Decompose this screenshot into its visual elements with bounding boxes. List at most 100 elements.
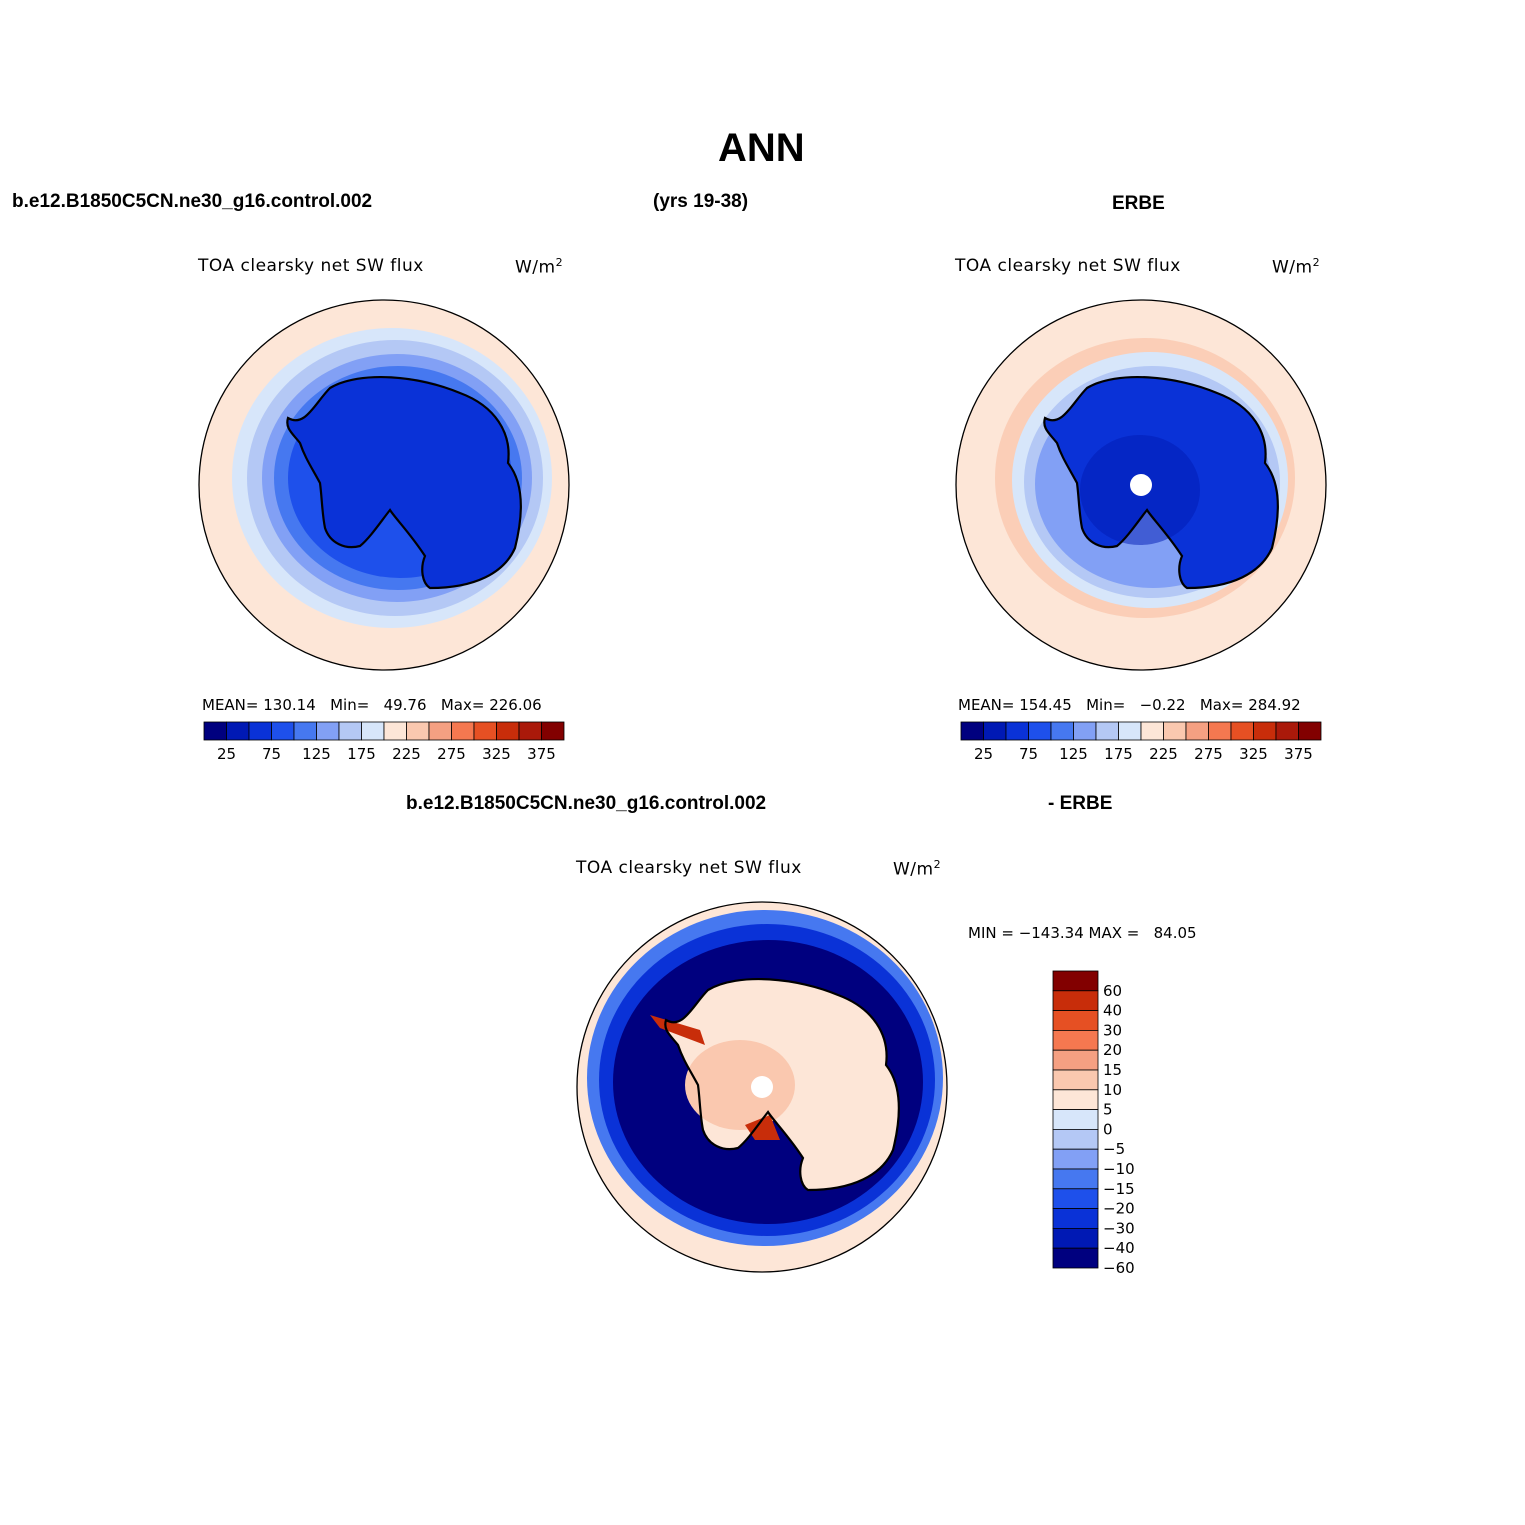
model-units-base: W/m [515, 257, 556, 278]
model-units-exp: 2 [555, 256, 564, 269]
model-colorbar-tick: 275 [437, 745, 466, 763]
diff-colorbar-tick: −20 [1103, 1200, 1135, 1218]
obs-max: 284.92 [1248, 696, 1301, 714]
diff-colorbar-swatch [1052, 970, 1099, 992]
obs-map [955, 299, 1327, 671]
model-colorbar-tick: 225 [392, 745, 421, 763]
diff-ross-hotspot [745, 1115, 780, 1140]
diff-interior [685, 1040, 795, 1130]
diff-colorbar-swatch [1052, 1010, 1099, 1031]
model-colorbar-swatch [293, 721, 317, 741]
obs-colorbar-swatch [1163, 721, 1187, 741]
diff-colorbar-tick: 40 [1103, 1002, 1122, 1020]
model-colorbar-swatch [316, 721, 340, 741]
model-map-border [198, 299, 570, 671]
obs-colorbar-swatch [1298, 721, 1322, 741]
obs-pole-hole [1130, 474, 1152, 496]
diff-colorbar-tick: −30 [1103, 1219, 1135, 1237]
model-stats: MEAN= 130.14 Min= 49.76 Max= 226.06 [202, 696, 542, 714]
model-max: 226.06 [489, 696, 542, 714]
diff-colorbar-swatch [1052, 1148, 1099, 1170]
obs-colorbar: 25 75 125 175 225 275 325 375 [960, 721, 1322, 763]
obs-var-label: TOA clearsky net SW flux [955, 256, 1181, 276]
diff-map [576, 901, 948, 1273]
model-colorbar-swatch [496, 721, 520, 741]
model-colorbar-swatch [361, 721, 385, 741]
model-colorbar-swatch [203, 721, 227, 741]
model-map [198, 299, 570, 671]
model-colorbar-tick: 325 [482, 745, 511, 763]
diff-colorbar-swatch [1052, 1168, 1099, 1190]
obs-colorbar-tick: 275 [1194, 745, 1223, 763]
diff-colorbar-swatch [1052, 990, 1099, 1011]
obs-colorbar-tick: 325 [1239, 745, 1268, 763]
obs-stats: MEAN= 154.45 Min= −0.22 Max= 284.92 [958, 696, 1301, 714]
obs-colorbar-tick: 375 [1284, 745, 1313, 763]
model-colorbar-swatch [541, 721, 565, 741]
model-units: W/m2 [515, 256, 563, 278]
diff-colorbar-swatch [1052, 1228, 1099, 1249]
model-max-label: Max= [440, 696, 485, 714]
case-name-diff: b.e12.B1850C5CN.ne30_g16.control.002 [406, 793, 767, 814]
diff-colorbar-swatch [1052, 1030, 1099, 1051]
model-colorbar-swatch [428, 721, 452, 741]
obs-units-exp: 2 [1312, 256, 1321, 269]
diff-colorbar-swatch [1052, 1208, 1099, 1229]
diff-var-label: TOA clearsky net SW flux [576, 858, 802, 878]
obs-colorbar-tick: 25 [974, 745, 993, 763]
model-colorbar-swatch [518, 721, 542, 741]
model-colorbar-tick: 375 [527, 745, 556, 763]
obs-colorbar-tick: 225 [1149, 745, 1178, 763]
obs-colorbar-tick: 125 [1059, 745, 1088, 763]
diff-colorbar-swatch [1052, 1188, 1099, 1210]
model-min: 49.76 [383, 696, 427, 714]
diff-colorbar-tick: 30 [1103, 1021, 1122, 1039]
diff-units-exp: 2 [933, 858, 942, 871]
obs-units-base: W/m [1272, 257, 1313, 278]
obs-colorbar-tick: 175 [1104, 745, 1133, 763]
obs-min: −0.22 [1139, 696, 1186, 714]
model-colorbar-swatch [473, 721, 497, 741]
diff-colorbar-swatch [1052, 1247, 1099, 1269]
model-min-label: Min= [330, 696, 370, 714]
obs-colorbar-swatch [1118, 721, 1142, 741]
obs-mean-label: MEAN= [958, 696, 1015, 714]
obs-min-label: Min= [1086, 696, 1126, 714]
diff-pole-hole [751, 1076, 773, 1098]
obs-colorbar-swatch [1208, 721, 1232, 741]
model-colorbar-tick: 75 [262, 745, 281, 763]
diff-colorbar-swatch [1052, 1049, 1099, 1071]
page-title: ANN [718, 126, 805, 170]
diff-colorbar-tick: −15 [1103, 1180, 1135, 1198]
model-var-label: TOA clearsky net SW flux [198, 256, 424, 276]
diff-colorbar-swatch [1052, 1109, 1099, 1130]
model-colorbar-swatch [248, 721, 272, 741]
obs-map-border [955, 299, 1327, 671]
obs-colorbar-swatch [1028, 721, 1052, 741]
obs-colorbar-swatch [1073, 721, 1097, 741]
obs-colorbar-swatch [983, 721, 1007, 741]
diff-peninsula-hotspot [650, 1015, 705, 1045]
diff-colorbar-tick: 15 [1103, 1061, 1122, 1079]
diff-colorbar-tick: 5 [1103, 1101, 1113, 1119]
diff-colorbar-swatch [1052, 1089, 1099, 1111]
obs-colorbar-swatch [960, 721, 984, 741]
model-colorbar-swatch [406, 721, 430, 741]
obs-colorbar-swatch [1185, 721, 1209, 741]
obs-colorbar-swatch [1253, 721, 1277, 741]
diff-units-base: W/m [893, 859, 934, 880]
obs-max-label: Max= [1199, 696, 1244, 714]
diff-minmax: MIN = −143.34 MAX = 84.05 [968, 924, 1197, 942]
model-colorbar-tick: 175 [347, 745, 376, 763]
diff-colorbar-tick: −10 [1103, 1160, 1135, 1178]
case-name-top: b.e12.B1850C5CN.ne30_g16.control.002 [12, 191, 373, 212]
model-colorbar: 25 75 125 175 225 275 325 375 [203, 721, 565, 763]
model-colorbar-swatch [338, 721, 362, 741]
obs-colorbar-swatch [1050, 721, 1074, 741]
diff-colorbar-tick: −40 [1103, 1239, 1135, 1257]
obs-colorbar-swatch [1005, 721, 1029, 741]
diff-colorbar-tick: 0 [1103, 1120, 1113, 1138]
obs-colorbar-swatch [1095, 721, 1119, 741]
diff-obs-label: - ERBE [1048, 793, 1113, 814]
